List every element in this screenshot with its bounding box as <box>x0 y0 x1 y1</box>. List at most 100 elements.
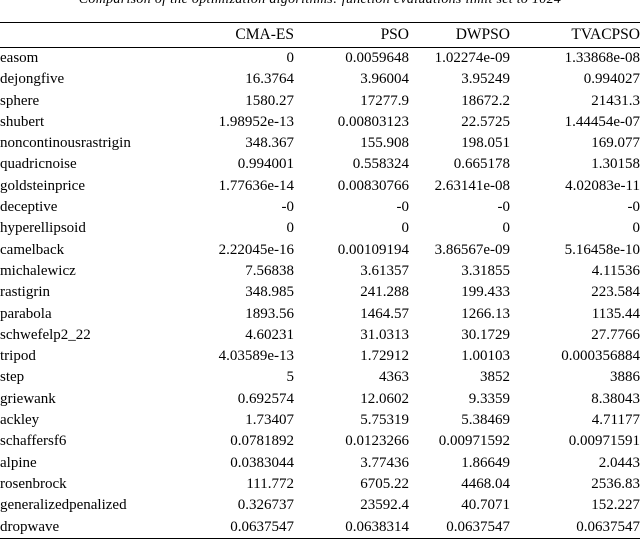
value-cell: 169.077 <box>591 135 640 152</box>
function-name-cell: hyperellipsoid <box>0 220 86 237</box>
value-cell: 2.63141e-08 <box>434 177 510 194</box>
value-cell: 1.30158 <box>591 156 640 173</box>
value-cell: 22.5725 <box>461 113 510 130</box>
value-cell: 16.3764 <box>245 71 294 88</box>
value-cell: 3.95249 <box>461 71 510 88</box>
value-cell: 2.0443 <box>598 454 640 471</box>
value-cell: 12.0602 <box>360 390 409 407</box>
value-cell: 111.772 <box>246 475 294 492</box>
function-name-cell: dejongfive <box>0 71 65 88</box>
table-caption: Comparison of the optimization algorithm… <box>0 0 640 8</box>
function-name-cell: rosenbrock <box>0 475 67 492</box>
column-header-tvacpso: TVACPSO <box>510 22 640 48</box>
value-cell: 4.60231 <box>245 326 294 343</box>
value-cell: 3.77436 <box>360 454 409 471</box>
table-row: generalizedpenalized 0.326737 23592.4 40.70… <box>0 495 640 516</box>
value-cell: 152.227 <box>591 497 640 514</box>
table-row: noncontinousrastrigin 348.367 155.908 198.0… <box>0 133 640 154</box>
function-name-cell: rastigrin <box>0 284 50 301</box>
value-cell: 199.433 <box>461 284 510 301</box>
value-cell: 4.71177 <box>591 412 640 429</box>
value-cell: 0.0637547 <box>576 518 640 535</box>
function-name-cell: noncontinousrastrigin <box>0 135 131 152</box>
table-row: ackley 1.73407 5.75319 5.38469 4.71177 <box>0 410 640 431</box>
table-row: schwefelp2_22 4.60231 31.0313 30.1729 27.776… <box>0 325 640 346</box>
table-row: easom 0 0.0059648 1.02274e-09 1.33868e-08 <box>0 48 640 70</box>
table-row: tripod 4.03589e-13 1.72912 1.00103 0.0003568… <box>0 346 640 367</box>
function-name-cell: generalizedpenalized <box>0 497 127 514</box>
value-cell: 23592.4 <box>360 497 409 514</box>
value-cell: 0 <box>286 50 295 66</box>
value-cell: 0.0383044 <box>230 454 294 471</box>
table-row: hyperellipsoid 0 0 0 0 <box>0 218 640 239</box>
value-cell: 1580.27 <box>245 92 294 109</box>
value-cell: 6705.22 <box>360 475 409 492</box>
value-cell: 0.0637547 <box>230 518 294 535</box>
value-cell: 0.000356884 <box>561 348 640 365</box>
table-row: shubert 1.98952e-13 0.00803123 22.5725 1.444… <box>0 112 640 133</box>
column-header-empty <box>0 22 195 48</box>
value-cell: 2.22045e-16 <box>218 241 294 258</box>
value-cell: 1.98952e-13 <box>218 113 294 130</box>
value-cell: 348.985 <box>245 284 294 301</box>
value-cell: 0.00109194 <box>337 241 409 258</box>
column-header-cma-es: CMA-ES <box>195 22 294 48</box>
results-tbody: easom 0 0.0059648 1.02274e-09 1.33868e-08 dej… <box>0 48 640 539</box>
header-row: CMA-ES PSO DWPSO TVACPSO <box>0 22 640 48</box>
function-name-cell: schaffersf6 <box>0 433 67 450</box>
value-cell: 0.0781892 <box>230 433 294 450</box>
value-cell: 30.1729 <box>461 326 510 343</box>
function-name-cell: deceptive <box>0 199 58 216</box>
value-cell: 3852 <box>480 369 510 386</box>
value-cell: 223.584 <box>591 284 640 301</box>
table-row: step 5 4363 3852 3886 <box>0 367 640 388</box>
value-cell: 3.31855 <box>461 262 510 279</box>
function-name-cell: camelback <box>0 241 65 258</box>
value-cell: 0.326737 <box>237 497 294 514</box>
value-cell: 0.558324 <box>352 156 409 173</box>
value-cell: -0 <box>281 199 295 216</box>
value-cell: 5.38469 <box>461 412 510 429</box>
value-cell: -0 <box>396 199 410 216</box>
value-cell: 1893.56 <box>245 305 294 322</box>
table-row: quadricnoise 0.994001 0.558324 0.665178 1.30… <box>0 154 640 175</box>
value-cell: 1.86649 <box>461 454 510 471</box>
table-row: parabola 1893.56 1464.57 1266.13 1135.44 <box>0 304 640 325</box>
value-cell: 1.02274e-09 <box>434 50 510 66</box>
value-cell: -0 <box>627 199 640 216</box>
function-name-cell: michalewicz <box>0 262 76 279</box>
value-cell: 0.665178 <box>453 156 510 173</box>
value-cell: 3886 <box>610 369 640 386</box>
table-row: schaffersf6 0.0781892 0.0123266 0.00971592 0… <box>0 431 640 452</box>
table-row: deceptive -0 -0 -0 -0 <box>0 197 640 218</box>
table-row: rastigrin 348.985 241.288 199.433 223.584 <box>0 282 640 303</box>
value-cell: 1.77636e-14 <box>218 177 294 194</box>
value-cell: 0.00830766 <box>337 177 409 194</box>
value-cell: 0 <box>632 220 640 237</box>
value-cell: 1.00103 <box>461 348 510 365</box>
value-cell: 17277.9 <box>360 92 409 109</box>
value-cell: 7.56838 <box>245 262 294 279</box>
function-name-cell: griewank <box>0 390 56 407</box>
value-cell: 8.38043 <box>591 390 640 407</box>
function-name-cell: ackley <box>0 412 40 429</box>
function-name-cell: sphere <box>0 92 40 109</box>
value-cell: 18672.2 <box>461 92 510 109</box>
value-cell: 4.03589e-13 <box>218 348 294 365</box>
function-name-cell: easom <box>0 50 39 66</box>
function-name-cell: parabola <box>0 305 52 322</box>
value-cell: 0 <box>286 220 295 237</box>
column-header-dwpso: DWPSO <box>409 22 510 48</box>
value-cell: 40.7071 <box>461 497 510 514</box>
value-cell: 0.00971591 <box>568 433 640 450</box>
value-cell: 21431.3 <box>591 92 640 109</box>
function-name-cell: alpine <box>0 454 37 471</box>
table-row: dejongfive 16.3764 3.96004 3.95249 0.994027 <box>0 69 640 90</box>
value-cell: 1.44454e-07 <box>564 113 640 130</box>
value-cell: 5.16458e-10 <box>564 241 640 258</box>
table-row: griewank 0.692574 12.0602 9.3359 8.38043 <box>0 389 640 410</box>
value-cell: 4363 <box>379 369 409 386</box>
value-cell: 4468.04 <box>461 475 510 492</box>
value-cell: 0 <box>401 220 410 237</box>
value-cell: 5 <box>286 369 295 386</box>
